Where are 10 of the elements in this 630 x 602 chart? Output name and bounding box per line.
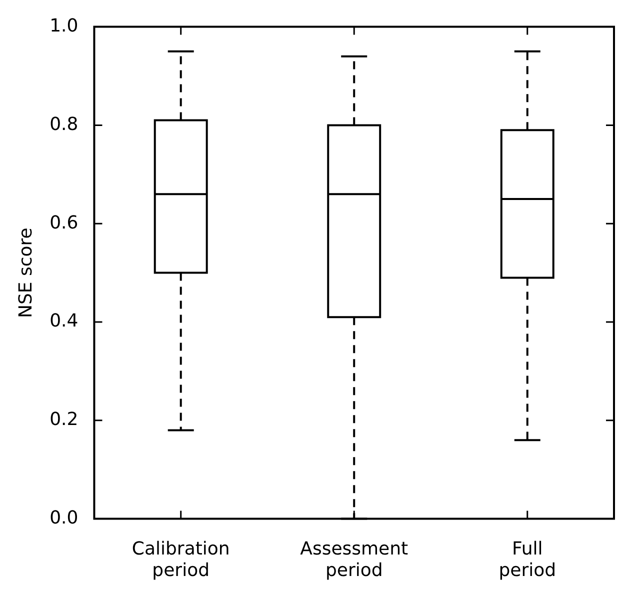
y-tick-label: 0.2 [50, 409, 78, 430]
y-tick-label: 0.8 [50, 114, 78, 135]
y-tick-label: 0.6 [50, 212, 78, 234]
x-tick-label: Assessment period [300, 538, 408, 581]
y-axis-title: NSE score [15, 228, 36, 318]
y-tick-label: 1.0 [50, 15, 78, 36]
x-tick-label: Full period [498, 538, 556, 581]
x-tick-label: Calibration period [132, 538, 230, 581]
y-tick-label: 0.4 [50, 310, 78, 332]
y-tick-label: 0.0 [50, 507, 78, 528]
